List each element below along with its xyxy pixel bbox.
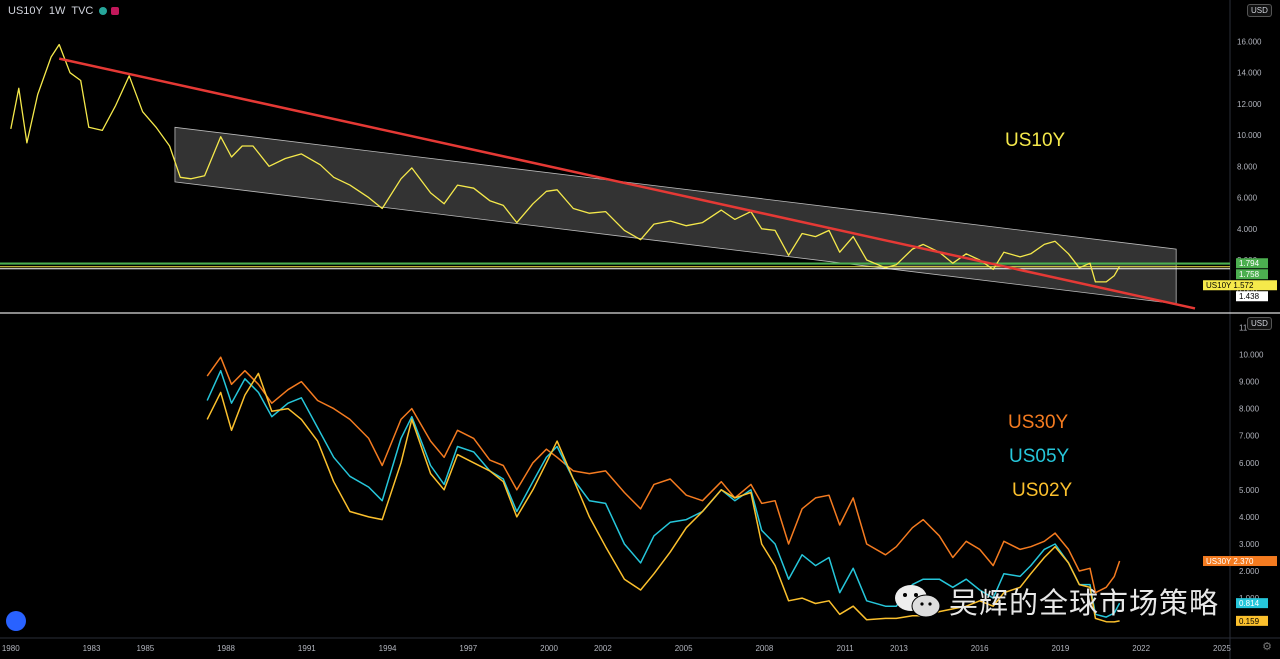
currency-badge-lower[interactable]: USD	[1247, 317, 1272, 330]
y-tick-label: 9.000	[1239, 378, 1260, 387]
x-tick-label: 2002	[594, 644, 612, 653]
source-label: TVC	[71, 5, 94, 17]
price-tag-bg	[1236, 291, 1268, 302]
x-tick-label: 2000	[540, 644, 558, 653]
y-tick-label: 14.000	[1237, 69, 1262, 78]
x-tick-label: 2025	[1213, 644, 1231, 653]
price-tag: 0.159	[1236, 615, 1268, 626]
price-tag-bg	[1236, 269, 1268, 280]
label-us05y: US05Y	[1009, 446, 1070, 467]
price-tag: US10Y 1.572	[1203, 280, 1277, 291]
label-us30y: US30Y	[1008, 412, 1069, 433]
chart-header: US10Y 1W TVC	[8, 5, 120, 17]
price-tag-bg	[1236, 598, 1268, 609]
price-tag-label: US10Y 1.572	[1206, 281, 1254, 290]
x-tick-label: 2005	[675, 644, 693, 653]
series-line-us30y	[206, 356, 1121, 594]
status-dot-icon	[99, 7, 108, 15]
y-tick-label: 7.000	[1239, 432, 1260, 441]
y-tick-label: 10.000	[1239, 350, 1264, 359]
label-us02y: US02Y	[1012, 480, 1073, 501]
x-tick-label: 2019	[1052, 644, 1070, 653]
y-tick-label: 6.000	[1237, 194, 1258, 203]
y-tick-label: 8.000	[1237, 162, 1258, 171]
y-tick-label: 2.000	[1239, 567, 1260, 576]
y-tick-label: 16.000	[1237, 37, 1262, 46]
series-line-us10y	[10, 43, 1121, 283]
price-tag-label: US30Y 2.370	[1206, 557, 1254, 566]
series-line-us02y	[206, 372, 1120, 623]
y-tick-label: 10.000	[1237, 131, 1262, 140]
price-tag: 0.814	[1236, 598, 1268, 609]
x-tick-label: 2008	[755, 644, 773, 653]
watermark: 吴辉的全球市场策略	[893, 580, 1219, 622]
y-tick-label: 4.000	[1237, 225, 1258, 234]
price-tag-label: 1.758	[1239, 270, 1260, 279]
y-tick-label: 5.000	[1239, 486, 1260, 495]
x-tick-label: 1994	[379, 644, 397, 653]
price-tag-label: 1.438	[1239, 292, 1260, 301]
price-tag-bg	[1236, 615, 1268, 626]
price-tag-label: 0.814	[1239, 599, 1260, 608]
wechat-icon	[895, 585, 941, 618]
x-tick-label: 1997	[459, 644, 477, 653]
x-tick-label: 1988	[217, 644, 235, 653]
x-tick-label: 1983	[83, 644, 101, 653]
tradingview-logo-icon[interactable]	[6, 611, 26, 631]
y-tick-label: 3.000	[1239, 540, 1260, 549]
x-tick-label: 2022	[1132, 644, 1150, 653]
x-tick-label: 2013	[890, 644, 908, 653]
y-tick-label: 12.000	[1237, 100, 1262, 109]
x-tick-label: 1980	[2, 644, 20, 653]
downtrend-line	[58, 57, 1196, 310]
watermark-text: 吴辉的全球市场策略	[949, 586, 1220, 620]
label-us10y: US10Y	[1005, 130, 1066, 151]
flag-icon	[111, 7, 120, 15]
price-tag: 1.794	[1236, 258, 1268, 269]
currency-badge[interactable]: USD	[1247, 4, 1272, 17]
symbol-label[interactable]: US10Y	[8, 5, 43, 17]
interval-label[interactable]: 1W	[48, 5, 66, 17]
y-tick-label: 6.000	[1239, 459, 1260, 468]
price-tag-bg	[1236, 258, 1268, 269]
y-tick-label: 11	[1239, 323, 1248, 332]
price-tag-bg	[1203, 280, 1277, 291]
price-tag: 1.758	[1236, 269, 1268, 280]
y-tick-label: 8.000	[1239, 405, 1260, 414]
price-tag-bg	[1203, 556, 1277, 567]
x-tick-label: 1985	[136, 644, 154, 653]
settings-gear-icon[interactable]: ⚙	[1262, 641, 1272, 653]
y-tick-label: 4.000	[1239, 513, 1260, 522]
price-tag-label: 1.794	[1239, 259, 1260, 268]
price-channel	[174, 126, 1177, 305]
x-tick-label: 1991	[298, 644, 316, 653]
price-tag-label: 0.159	[1239, 617, 1260, 626]
price-tag: 1.438	[1236, 291, 1268, 302]
x-tick-label: 2016	[971, 644, 989, 653]
x-tick-label: 2011	[837, 644, 855, 653]
price-tag: US30Y 2.370	[1203, 556, 1277, 567]
